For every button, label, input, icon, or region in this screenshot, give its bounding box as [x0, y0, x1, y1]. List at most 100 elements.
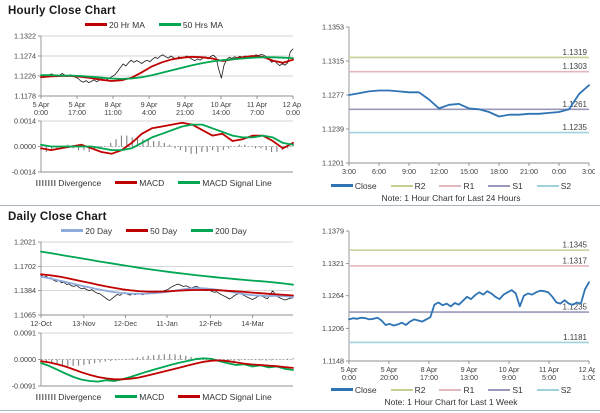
- legend-item-r2: R2: [390, 181, 425, 191]
- legend-item-macd-signal-line: MACD Signal Line: [178, 177, 272, 188]
- svg-text:1.1315: 1.1315: [322, 56, 344, 65]
- svg-text:1.1317: 1.1317: [563, 256, 588, 265]
- line-swatch-icon: [536, 184, 559, 187]
- svg-text:1.1379: 1.1379: [322, 226, 344, 235]
- daily-ma-legend: 20 Day 50 Day 200 Day: [6, 224, 302, 237]
- legend-item-r1: R1: [439, 385, 474, 395]
- daily-macd-legend: Divergence MACD MACD Signal Line: [6, 390, 302, 403]
- line-swatch-icon: [390, 184, 413, 187]
- legend-label: 20 Hr MA: [108, 19, 145, 30]
- svg-text:1.1384: 1.1384: [14, 286, 36, 295]
- svg-text:1.1201: 1.1201: [322, 158, 344, 167]
- svg-text:0.0000: 0.0000: [14, 142, 36, 151]
- legend-label: Divergence: [58, 391, 102, 402]
- svg-text:1.1261: 1.1261: [563, 100, 588, 109]
- legend-item-macd: MACD: [115, 178, 164, 188]
- svg-text:6:00: 6:00: [372, 167, 386, 176]
- legend-item-s1: S1: [488, 180, 523, 191]
- svg-text:0.0091: 0.0091: [14, 329, 36, 337]
- line-swatch-icon: [178, 181, 201, 184]
- legend-label: 50 Day: [150, 225, 178, 236]
- week1-legend: Close R2 R1 S1 S2: [306, 383, 596, 396]
- legend-label: 20 Day: [85, 225, 113, 236]
- legend-item-s2: S2: [536, 181, 571, 191]
- legend-item-divergence: Divergence: [36, 178, 101, 188]
- legend-item-50-day: 50 Day: [126, 226, 177, 236]
- legend-label: Close: [354, 384, 377, 395]
- legend-item-r2: R2: [390, 384, 426, 395]
- hourly-macd-legend: Divergence MACD MACD Signal Line: [6, 176, 302, 189]
- svg-text:1.1065: 1.1065: [14, 310, 36, 319]
- legend-item-r1: R1: [439, 181, 474, 191]
- daily-macd-chart: 0.0091 0.0000 -0.0091: [12, 329, 294, 390]
- svg-text:1.1322: 1.1322: [14, 31, 36, 40]
- legend-item-macd: MACD: [115, 392, 164, 402]
- middle-divider: [0, 205, 600, 206]
- svg-text:-0.0014: -0.0014: [12, 167, 36, 176]
- legend-item-divergence: Divergence: [36, 392, 101, 402]
- legend-item-macd-signal-line: MACD Signal Line: [178, 391, 272, 402]
- divergence-bars-swatch: [36, 393, 57, 400]
- line-swatch-icon: [178, 395, 201, 398]
- svg-text:3:00: 3:00: [582, 167, 595, 176]
- legend-label: S1: [512, 180, 523, 191]
- divergence-bars-swatch: [36, 179, 57, 186]
- svg-text:1.1277: 1.1277: [322, 90, 344, 99]
- svg-text:0.0000: 0.0000: [14, 355, 36, 364]
- svg-text:0:00: 0:00: [552, 167, 566, 176]
- svg-text:1.1235: 1.1235: [563, 303, 588, 312]
- legend-label: R2: [414, 384, 426, 395]
- line-swatch-icon: [330, 388, 353, 391]
- svg-text:1.1321: 1.1321: [322, 259, 344, 268]
- legend-label: 200 Day: [215, 225, 247, 236]
- line-swatch-icon: [439, 388, 462, 391]
- svg-text:1.2021: 1.2021: [14, 237, 36, 246]
- svg-text:1.1206: 1.1206: [322, 324, 344, 333]
- svg-text:18:00: 18:00: [490, 167, 508, 176]
- line-swatch-icon: [390, 388, 413, 391]
- line-swatch-icon: [191, 229, 214, 232]
- h24-legend: Close R2 R1 S1 S2: [306, 179, 596, 192]
- week1-note: Note: 1 Hour Chart for Last 1 Week: [384, 397, 518, 407]
- svg-text:15:00: 15:00: [460, 167, 478, 176]
- svg-text:3:00: 3:00: [342, 167, 356, 176]
- svg-text:1.1319: 1.1319: [563, 48, 588, 57]
- legend-label: MACD Signal Line: [202, 177, 272, 188]
- line-swatch-icon: [84, 23, 107, 26]
- daily-chart-title: Daily Close Chart: [8, 211, 107, 223]
- svg-text:1.1274: 1.1274: [14, 51, 36, 60]
- line-swatch-icon: [115, 181, 138, 184]
- svg-text:1.1303: 1.1303: [563, 62, 588, 71]
- legend-label: S2: [560, 384, 572, 395]
- h24-note: Note: 1 Hour Chart for Last 24 Hours: [381, 193, 521, 203]
- legend-label: MACD: [139, 177, 165, 188]
- svg-text:13-Nov: 13-Nov: [72, 319, 96, 328]
- line-swatch-icon: [61, 229, 84, 232]
- legend-label: 50 Hrs MA: [182, 19, 224, 30]
- legend-label: MACD Signal Line: [202, 391, 272, 402]
- line-swatch-icon: [158, 23, 181, 26]
- svg-text:21:00: 21:00: [520, 167, 538, 176]
- legend-item-s1: S1: [488, 385, 523, 395]
- legend-label: MACD: [139, 391, 165, 402]
- svg-text:1.1239: 1.1239: [322, 124, 344, 133]
- hourly-ma-legend: 20 Hr MA 50 Hrs MA: [6, 18, 302, 31]
- svg-text:1.1264: 1.1264: [322, 291, 344, 300]
- legend-item-s2: S2: [536, 384, 572, 395]
- svg-text:1.1178: 1.1178: [15, 91, 36, 100]
- last-24-hours-panel: 1.1353 1.1315 1.1277 1.1239 1.1201 3:00 6:00 9:…: [306, 3, 596, 203]
- svg-text:11-Jan: 11-Jan: [156, 319, 177, 328]
